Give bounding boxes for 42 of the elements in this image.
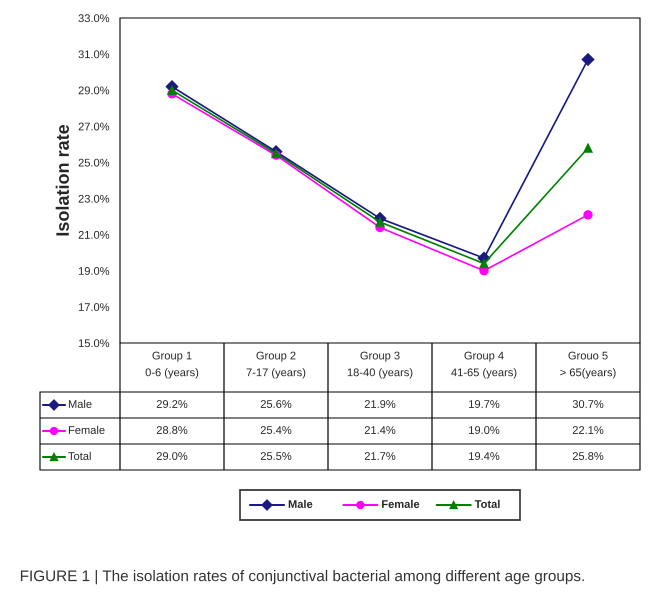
caption: FIGURE 1 | The isolation rates of conjunctival bacterial among different age groups. [20, 570, 584, 584]
data-label: 19.0% [469, 426, 500, 434]
y-tick-label: 25.0% [78, 158, 110, 167]
point [583, 210, 593, 220]
x-tick-label: Group 3 18-40 (years) [348, 352, 412, 378]
data-label: 28.8% [156, 426, 188, 434]
data-label: 29.2% [156, 400, 188, 408]
y-tick-label: 33.0% [78, 14, 110, 22]
x-tick-label: Grouo 5 > 65(years) [560, 352, 616, 378]
legend-label: Total [68, 452, 91, 460]
data-label: 25.8% [572, 452, 604, 460]
legend-label: Female [68, 426, 105, 434]
y-tick-label: 27.0% [78, 122, 110, 130]
x-tick-label: Group 4 41-65 (years) [451, 352, 516, 378]
y-tick-label: 19.0% [78, 267, 110, 275]
y-tick-label: 21.0% [78, 230, 110, 239]
data-label: 21.4% [364, 426, 396, 434]
y-axis-title: Isolation rate [56, 124, 69, 236]
data-label: 25.5% [260, 452, 292, 460]
y-tick-label: 23.0% [78, 194, 110, 203]
data-label: 25.6% [260, 400, 292, 408]
text: Total [474, 500, 500, 508]
data-label: 22.1% [572, 426, 604, 434]
data-label: 30.7% [572, 400, 604, 408]
y-tick-label: 17.0% [78, 303, 110, 312]
point [583, 143, 593, 153]
y-tick-label: 31.0% [78, 50, 110, 58]
data-label: 21.9% [364, 400, 396, 408]
data-label: 25.4% [260, 426, 292, 434]
point [582, 53, 594, 66]
data-label: 19.4% [469, 452, 500, 460]
data-label: 21.7% [364, 452, 396, 460]
x-tick-label: Group 2 7-17 (years) [246, 352, 306, 378]
y-tick-label: 15.0% [78, 339, 110, 348]
text: Male [288, 500, 312, 508]
point [479, 258, 489, 268]
text: Female [382, 500, 420, 508]
data-label: 19.7% [469, 400, 500, 408]
y-tick-label: 29.0% [78, 86, 110, 94]
legend-label: Male [68, 400, 92, 408]
data-label: 29.0% [156, 452, 188, 460]
x-tick-label: Group 1 0-6 (years) [146, 352, 198, 378]
